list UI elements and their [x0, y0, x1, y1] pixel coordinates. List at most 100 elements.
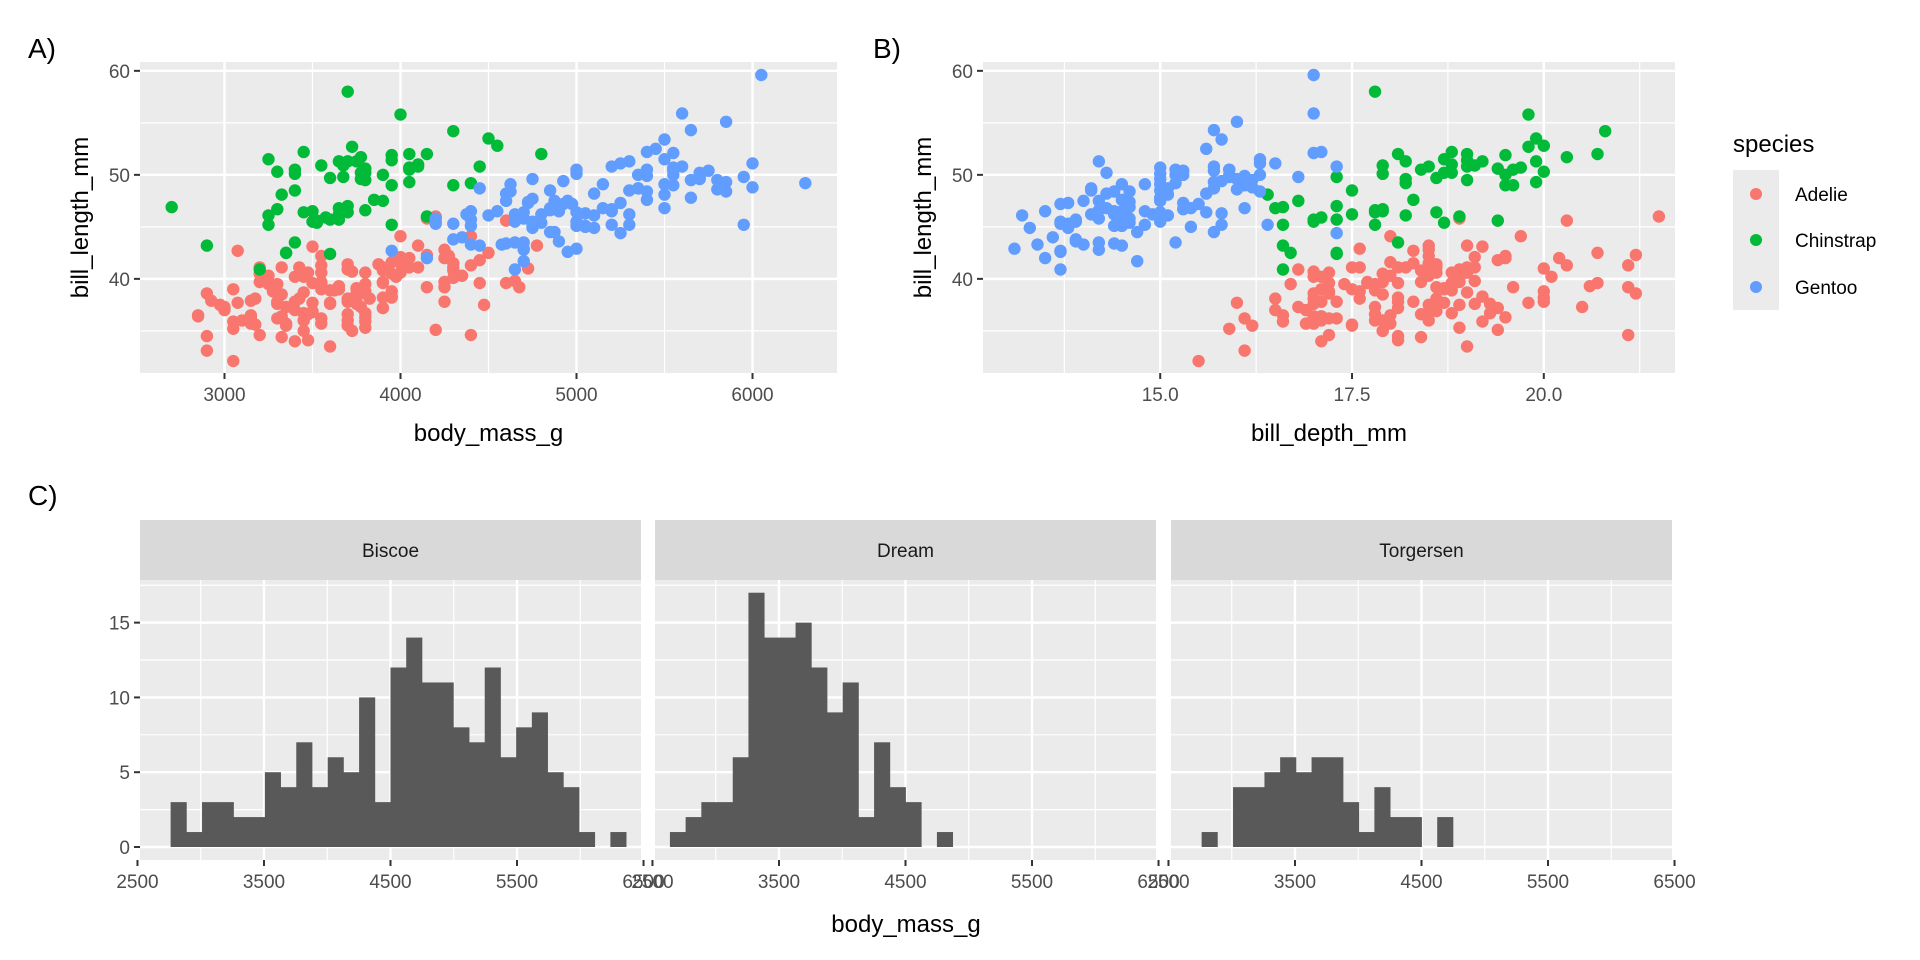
point-gentoo [565, 197, 579, 211]
point-gentoo [1084, 184, 1098, 197]
y-tick-label: 50 [952, 166, 973, 187]
y-tick-label: 60 [109, 62, 130, 83]
point-chinstrap [1292, 194, 1305, 208]
legend-label-chinstrap: Chinstrap [1795, 231, 1876, 252]
point-chinstrap [367, 193, 381, 207]
panel-a-scatter: 3000 4000 5000 6000 40 50 60 body_mass_g bill… [67, 62, 837, 447]
point-chinstrap [1307, 213, 1320, 226]
point-gentoo [1031, 238, 1044, 251]
histogram-bar [669, 832, 687, 847]
histogram-bar [547, 772, 564, 847]
point-gentoo [1261, 218, 1274, 231]
point-gentoo [1246, 181, 1259, 194]
point-adelie [1407, 295, 1420, 308]
x-tick-label: 6500 [1653, 872, 1695, 893]
point-gentoo [1107, 237, 1121, 250]
histogram-bar [343, 772, 360, 847]
point-adelie [376, 291, 390, 304]
point-gentoo [1154, 206, 1167, 219]
point-adelie [1315, 283, 1328, 296]
histogram-bar [359, 697, 376, 847]
facet-label-dream: Dream [877, 541, 934, 562]
point-adelie [438, 295, 451, 308]
point-gentoo [640, 169, 654, 183]
point-chinstrap [1399, 209, 1412, 222]
point-adelie [1422, 239, 1435, 252]
point-gentoo [1154, 161, 1167, 174]
panel-b-points [1008, 68, 1666, 368]
point-chinstrap [1437, 166, 1451, 179]
histogram-bar [858, 817, 875, 847]
point-adelie [477, 298, 491, 312]
point-adelie [323, 340, 337, 353]
point-adelie [1391, 276, 1405, 290]
legend-label-adelie: Adelie [1795, 185, 1848, 206]
point-gentoo [737, 170, 750, 184]
point-gentoo [711, 183, 724, 196]
point-chinstrap [288, 184, 302, 197]
point-gentoo [1115, 215, 1129, 228]
point-adelie [323, 297, 337, 311]
point-adelie [218, 300, 231, 314]
point-gentoo [1061, 221, 1075, 235]
point-adelie [1238, 312, 1251, 325]
point-adelie [1560, 214, 1574, 227]
point-gentoo [1230, 115, 1244, 129]
histogram-bar [437, 682, 454, 847]
point-chinstrap [275, 188, 288, 201]
point-adelie [1629, 248, 1643, 262]
histogram-bar [811, 667, 828, 847]
point-gentoo [1238, 201, 1251, 215]
point-gentoo [1100, 201, 1113, 215]
point-adelie [301, 334, 315, 347]
point-adelie [275, 330, 288, 344]
point-adelie [227, 283, 240, 296]
histogram-bar [390, 667, 407, 847]
histogram-bar [311, 787, 329, 847]
x-tick-label: 6000 [731, 385, 773, 406]
point-adelie [473, 276, 486, 290]
point-gentoo [1223, 170, 1236, 184]
point-gentoo [614, 157, 627, 170]
histogram-bar [421, 682, 439, 847]
x-tick-label: 17.5 [1334, 385, 1371, 406]
point-adelie [1422, 298, 1435, 312]
histogram-bar [280, 787, 297, 847]
point-gentoo [719, 115, 733, 129]
point-chinstrap [1422, 160, 1435, 173]
point-gentoo [1154, 178, 1167, 191]
point-adelie [315, 317, 328, 330]
histogram-bar [578, 832, 596, 847]
point-chinstrap [1453, 210, 1466, 223]
point-chinstrap [376, 168, 390, 182]
facet-bars-biscoe [170, 637, 627, 847]
point-gentoo [605, 218, 618, 231]
y-tick-label: 60 [952, 62, 973, 83]
point-gentoo [1207, 225, 1221, 239]
histogram-bar [202, 802, 219, 847]
point-gentoo [517, 236, 530, 249]
point-adelie [297, 324, 310, 338]
point-gentoo [684, 191, 698, 204]
point-gentoo [517, 254, 530, 268]
x-tick-label: 4500 [1400, 872, 1442, 893]
point-chinstrap [1506, 179, 1520, 192]
panel-a-x-axis: 3000 4000 5000 6000 [203, 373, 774, 406]
x-tick-label: 6500 [1137, 872, 1179, 893]
point-chinstrap [403, 175, 416, 189]
point-gentoo [508, 236, 522, 249]
point-chinstrap [1460, 173, 1474, 187]
x-tick-label: 15.0 [1142, 385, 1179, 406]
point-chinstrap [323, 171, 337, 185]
point-adelie [1391, 261, 1405, 274]
x-tick-label: 5000 [555, 385, 597, 406]
facet-bars-dream [669, 592, 954, 847]
point-adelie [275, 288, 288, 301]
point-gentoo [640, 145, 654, 159]
point-adelie [1430, 280, 1443, 294]
point-adelie [482, 246, 495, 260]
point-gentoo [460, 208, 473, 221]
point-adelie [1315, 335, 1328, 348]
point-chinstrap [1407, 193, 1420, 207]
histogram-bar [1374, 787, 1391, 847]
